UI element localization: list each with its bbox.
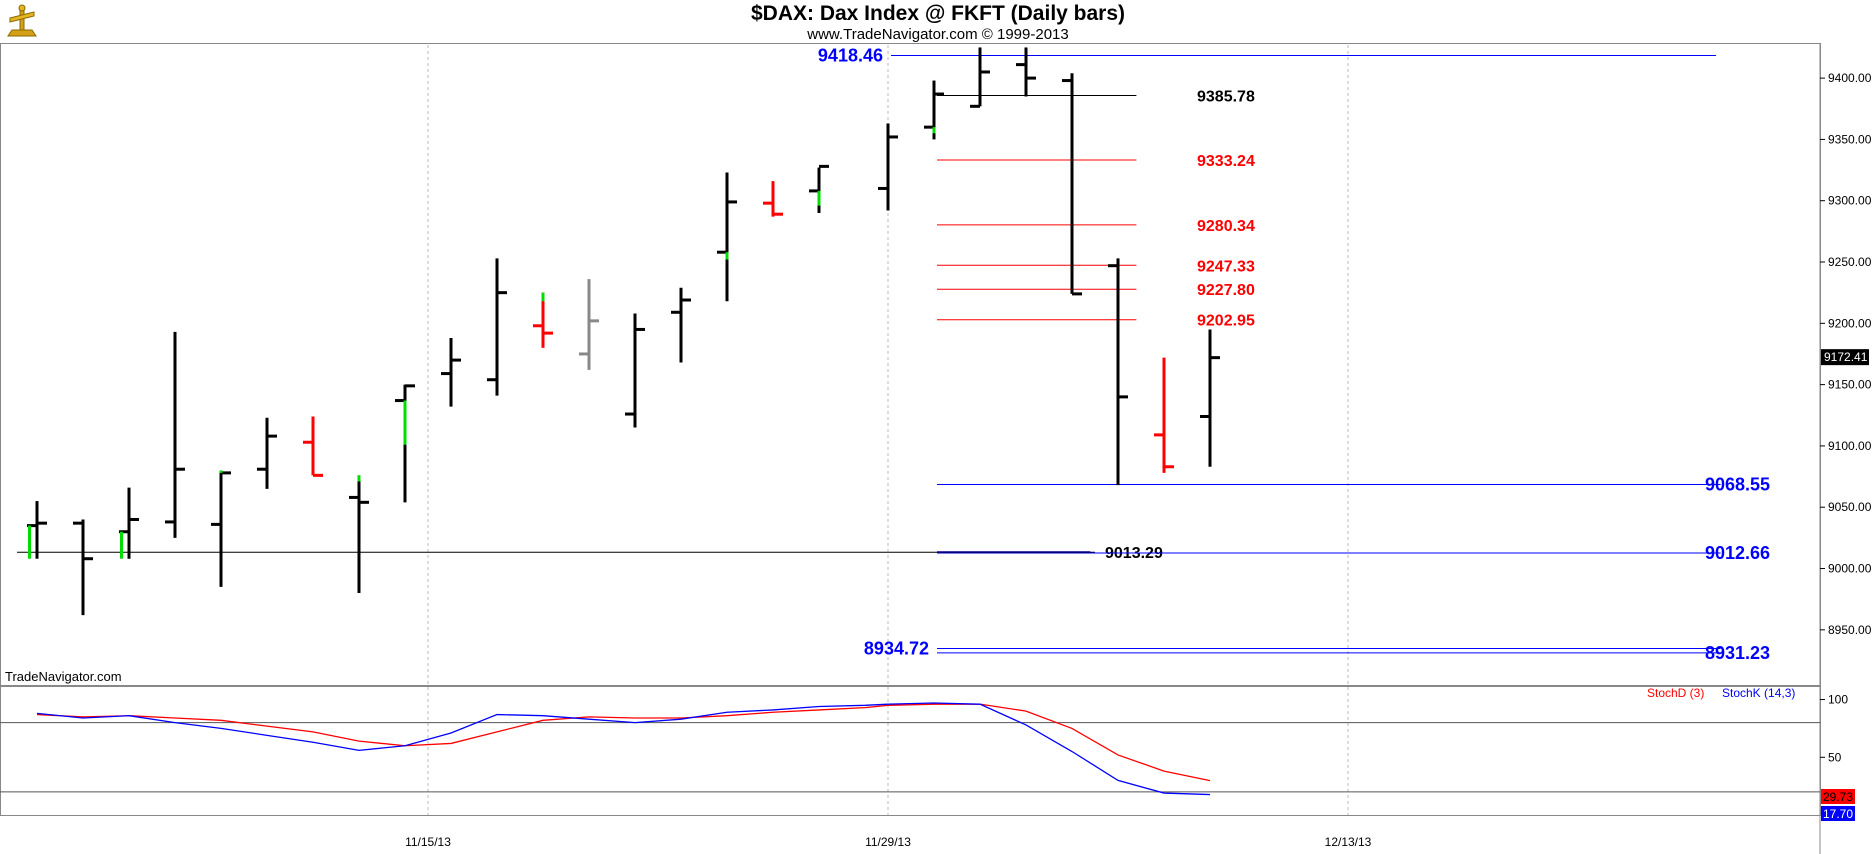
level-label: 9418.46 xyxy=(818,45,883,65)
ohlc-bar xyxy=(211,470,231,587)
stoch-legend-label: StochK (14,3) xyxy=(1722,686,1795,700)
ohlc-bar xyxy=(533,292,553,348)
price-tick-label: 9150.00 xyxy=(1828,378,1872,392)
ohlc-bar xyxy=(763,181,783,217)
stoch-k-line xyxy=(36,702,1211,796)
level-label: 9247.33 xyxy=(1197,258,1255,275)
price-tick-label: 9200.00 xyxy=(1828,316,1872,330)
ohlc-bar xyxy=(441,338,461,407)
chart-title: $DAX: Dax Index @ FKFT (Daily bars) xyxy=(750,2,1126,25)
stoch-last-label: 29.73 xyxy=(1823,790,1853,804)
level-label: 9068.55 xyxy=(1705,474,1770,494)
ohlc-bar xyxy=(970,47,990,108)
level-label: 9385.78 xyxy=(1197,89,1255,106)
level-label: 8931.23 xyxy=(1705,643,1770,663)
last-price-box xyxy=(1821,349,1869,366)
date-tick-label: 12/13/13 xyxy=(1325,835,1372,849)
ohlc-bar xyxy=(717,172,737,302)
level-label: 9012.66 xyxy=(1705,543,1770,563)
price-tick-label: 9350.00 xyxy=(1828,132,1872,146)
stoch-tick-label: 100 xyxy=(1828,693,1848,707)
date-tick-label: 11/15/13 xyxy=(405,835,451,849)
price-axis: 8950.00 9000.00 9050.00 9100.00 9150.00 9200.… xyxy=(1820,71,1872,637)
stoch-d-line xyxy=(36,703,1211,782)
stoch-last-box xyxy=(1821,789,1855,804)
ohlc-bar xyxy=(303,416,323,477)
date-axis: 11/15/13 11/29/13 12/13/13 xyxy=(405,835,1372,849)
stoch-last-label: 17.70 xyxy=(1823,807,1853,821)
stochastic-panel: 100 50 StochD (3) StochK (14,3) 29.73 17.70 xyxy=(0,686,1855,821)
trade-navigator-logo-icon xyxy=(7,4,37,37)
price-tick-label: 9300.00 xyxy=(1828,194,1872,208)
price-tick-label: 9000.00 xyxy=(1828,562,1872,576)
ohlc-bar xyxy=(1062,73,1082,296)
ohlc-bar xyxy=(809,164,829,213)
price-tick-label: 9050.00 xyxy=(1828,500,1872,514)
chart-frame xyxy=(0,43,1821,854)
level-label: 9013.29 xyxy=(1105,545,1163,562)
stoch-last-box xyxy=(1821,806,1855,821)
price-tick-label: 9100.00 xyxy=(1828,439,1872,453)
ohlc-bar xyxy=(257,417,277,489)
ohlc-bar xyxy=(1154,357,1174,473)
ohlc-bar xyxy=(671,287,691,363)
ohlc-bar xyxy=(27,501,47,559)
date-tick-label: 11/29/13 xyxy=(865,835,911,849)
plot-frame xyxy=(0,43,1821,816)
level-label: 9280.34 xyxy=(1197,218,1255,235)
brand-label: TradeNavigator.com xyxy=(5,669,122,684)
ohlc-bar xyxy=(395,384,415,503)
price-bars xyxy=(27,47,1220,616)
ohlc-bar xyxy=(1108,258,1128,486)
ohlc-bar xyxy=(924,80,944,140)
level-label: 9202.95 xyxy=(1197,313,1255,330)
price-tick-label: 8950.00 xyxy=(1828,623,1872,637)
price-levels: 9418.46 9385.78 9333.24 9280.34 9247.33 9227.… xyxy=(17,45,1770,663)
ohlc-bar xyxy=(579,279,599,370)
stoch-legend-label: StochD (3) xyxy=(1647,686,1704,700)
last-price-label: 9172.41 xyxy=(1824,350,1868,364)
price-tick-label: 9250.00 xyxy=(1828,255,1872,269)
ohlc-bar xyxy=(1200,329,1220,467)
stoch-tick-label: 50 xyxy=(1828,750,1842,764)
ohlc-bar xyxy=(73,519,93,616)
level-label: 9333.24 xyxy=(1197,153,1255,170)
ohlc-bar xyxy=(349,475,369,594)
chart-subtitle: www.TradeNavigator.com © 1999-2013 xyxy=(807,26,1069,43)
ohlc-bar xyxy=(165,331,185,538)
price-tick-label: 9400.00 xyxy=(1828,71,1872,85)
ohlc-bar xyxy=(625,313,645,428)
level-label: 8934.72 xyxy=(864,639,929,659)
ohlc-bar xyxy=(1016,47,1036,97)
ohlc-bar xyxy=(119,487,139,559)
ohlc-bar xyxy=(487,258,507,396)
level-label: 9227.80 xyxy=(1197,282,1255,299)
ohlc-bar xyxy=(878,123,898,211)
